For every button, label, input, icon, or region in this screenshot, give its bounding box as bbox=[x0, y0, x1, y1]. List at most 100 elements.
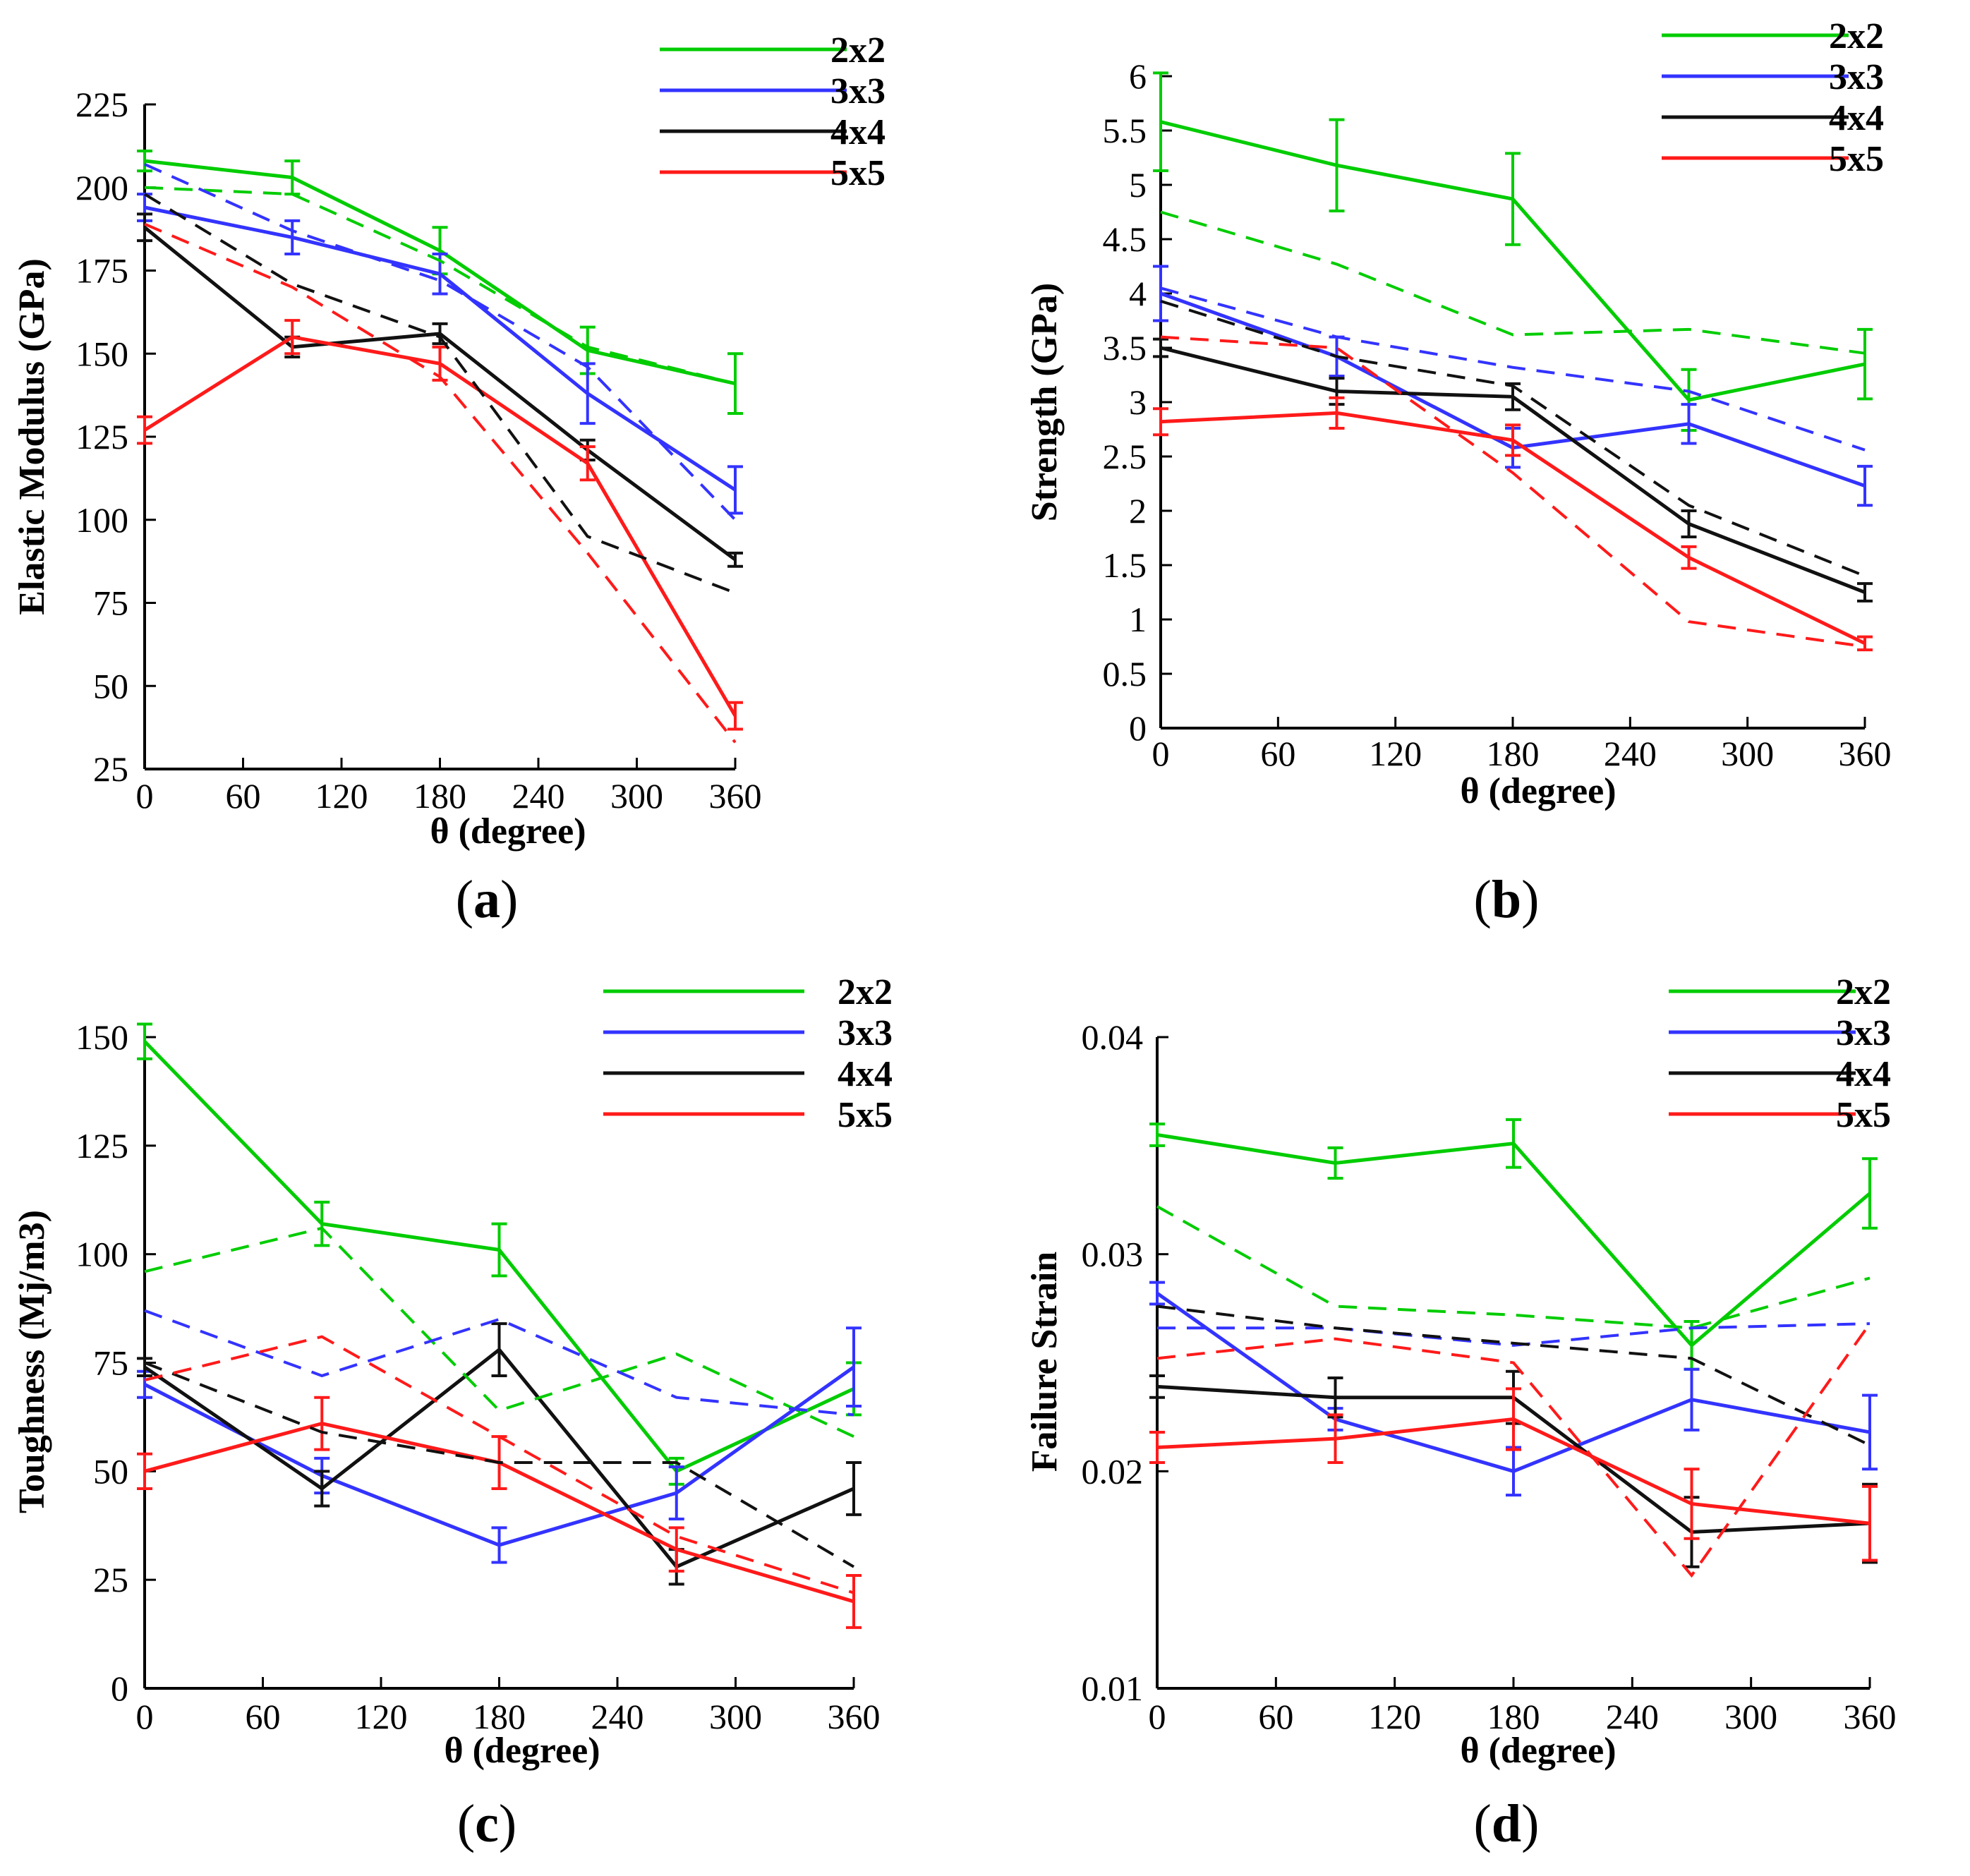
x-tick-label: 60 bbox=[246, 1697, 281, 1736]
y-tick-label: 25 bbox=[93, 1560, 128, 1599]
x-tick-label: 0 bbox=[136, 1697, 154, 1736]
legend-label-5x5: 5x5 bbox=[838, 1095, 893, 1135]
legend-label-2x2: 2x2 bbox=[830, 30, 886, 71]
panel-label-open: ( bbox=[1474, 1794, 1492, 1853]
panel-label-letter: a bbox=[473, 870, 500, 929]
series-2x2-solid bbox=[137, 1024, 862, 1484]
panel-label-open: ( bbox=[457, 1794, 475, 1853]
x-tick-label: 0 bbox=[1149, 1697, 1166, 1736]
panel-label-close: ) bbox=[499, 1794, 516, 1853]
series-2x2-solid bbox=[1153, 73, 1873, 430]
y-tick-label: 0.5 bbox=[1103, 654, 1147, 694]
y-axis-title: Toughness (Mj/m3) bbox=[12, 1210, 52, 1513]
series-5x5-solid bbox=[137, 320, 743, 729]
y-tick-label: 1 bbox=[1129, 600, 1147, 639]
y-axis-title: Strength (GPa) bbox=[1025, 283, 1065, 521]
x-tick-label: 360 bbox=[1844, 1697, 1897, 1736]
x-tick-label: 120 bbox=[1369, 734, 1422, 773]
x-tick-label: 300 bbox=[1721, 734, 1774, 773]
y-tick-label: 175 bbox=[75, 251, 128, 291]
x-tick-label: 120 bbox=[355, 1697, 408, 1736]
y-tick-label: 100 bbox=[75, 500, 128, 540]
legend-label-4x4: 4x4 bbox=[830, 112, 886, 152]
series-5x5-dashed bbox=[145, 224, 735, 742]
panel-label-close: ) bbox=[500, 870, 518, 929]
legend-label-4x4: 4x4 bbox=[1836, 1054, 1891, 1094]
y-tick-label: 75 bbox=[93, 1343, 128, 1383]
x-axis-title: θ (degree) bbox=[1460, 771, 1616, 811]
y-tick-label: 0.01 bbox=[1082, 1669, 1144, 1708]
series-line bbox=[145, 224, 735, 743]
y-tick-label: 0.02 bbox=[1082, 1451, 1144, 1491]
x-tick-label: 240 bbox=[1604, 734, 1657, 773]
y-tick-label: 2 bbox=[1129, 491, 1147, 531]
panel-label: (d) bbox=[1474, 1794, 1540, 1853]
y-tick-label: 0 bbox=[1129, 708, 1147, 748]
x-tick-label: 120 bbox=[315, 776, 368, 816]
legend-label-4x4: 4x4 bbox=[838, 1054, 893, 1094]
y-tick-label: 50 bbox=[93, 666, 128, 706]
y-tick-label: 225 bbox=[75, 85, 128, 124]
y-tick-label: 0 bbox=[111, 1669, 128, 1708]
x-tick-label: 120 bbox=[1368, 1697, 1421, 1736]
series-line bbox=[145, 337, 735, 716]
panel-label-close: ) bbox=[1521, 1794, 1539, 1853]
x-tick-label: 360 bbox=[1839, 734, 1892, 773]
x-tick-label: 60 bbox=[226, 776, 261, 816]
series-2x2-dashed bbox=[1157, 1206, 1870, 1328]
series-4x4-solid bbox=[1153, 339, 1873, 601]
legend-label-2x2: 2x2 bbox=[1836, 972, 1891, 1012]
y-tick-label: 125 bbox=[75, 417, 128, 456]
y-tick-label: 2.5 bbox=[1103, 437, 1147, 476]
x-tick-label: 240 bbox=[512, 776, 565, 816]
panel-label-letter: c bbox=[475, 1794, 499, 1853]
y-tick-label: 4.5 bbox=[1103, 219, 1147, 259]
panel-label: (c) bbox=[457, 1794, 516, 1853]
legend-label-3x3: 3x3 bbox=[838, 1013, 893, 1053]
y-tick-label: 200 bbox=[75, 168, 128, 207]
x-tick-label: 300 bbox=[1724, 1697, 1777, 1736]
legend-label-3x3: 3x3 bbox=[1836, 1013, 1891, 1053]
x-tick-label: 60 bbox=[1260, 734, 1295, 773]
panel-label-letter: b bbox=[1492, 870, 1521, 929]
y-tick-label: 0.04 bbox=[1082, 1017, 1144, 1057]
series-2x2-solid bbox=[1149, 1120, 1878, 1369]
x-tick-label: 360 bbox=[828, 1697, 881, 1736]
panel-label-letter: d bbox=[1492, 1794, 1521, 1853]
x-axis-title: θ (degree) bbox=[444, 1731, 600, 1771]
y-tick-label: 0.03 bbox=[1082, 1235, 1144, 1274]
x-tick-label: 300 bbox=[610, 776, 663, 816]
x-tick-label: 300 bbox=[709, 1697, 762, 1736]
x-tick-label: 0 bbox=[1152, 734, 1170, 773]
series-5x5-solid bbox=[1153, 398, 1873, 650]
panel-label-open: ( bbox=[1474, 870, 1492, 929]
panel-label-open: ( bbox=[456, 870, 473, 929]
y-tick-label: 3.5 bbox=[1103, 328, 1147, 368]
x-tick-label: 360 bbox=[709, 776, 762, 816]
x-axis-title: θ (degree) bbox=[1460, 1731, 1616, 1771]
panel-label: (a) bbox=[456, 870, 519, 929]
y-tick-label: 3 bbox=[1129, 382, 1147, 422]
y-tick-label: 50 bbox=[93, 1451, 128, 1491]
y-tick-label: 6 bbox=[1129, 56, 1147, 96]
x-axis-title: θ (degree) bbox=[430, 811, 586, 852]
legend-label-4x4: 4x4 bbox=[1829, 98, 1884, 138]
series-line bbox=[1157, 1206, 1870, 1328]
x-tick-label: 180 bbox=[413, 776, 466, 816]
panel-label-close: ) bbox=[1521, 870, 1539, 929]
legend-label-3x3: 3x3 bbox=[830, 71, 886, 111]
y-tick-label: 150 bbox=[75, 1017, 128, 1057]
legend-label-3x3: 3x3 bbox=[1829, 57, 1884, 97]
y-axis-title: Failure Strain bbox=[1025, 1252, 1065, 1472]
series-5x5-solid bbox=[137, 1398, 862, 1628]
panel-label: (b) bbox=[1474, 870, 1540, 929]
